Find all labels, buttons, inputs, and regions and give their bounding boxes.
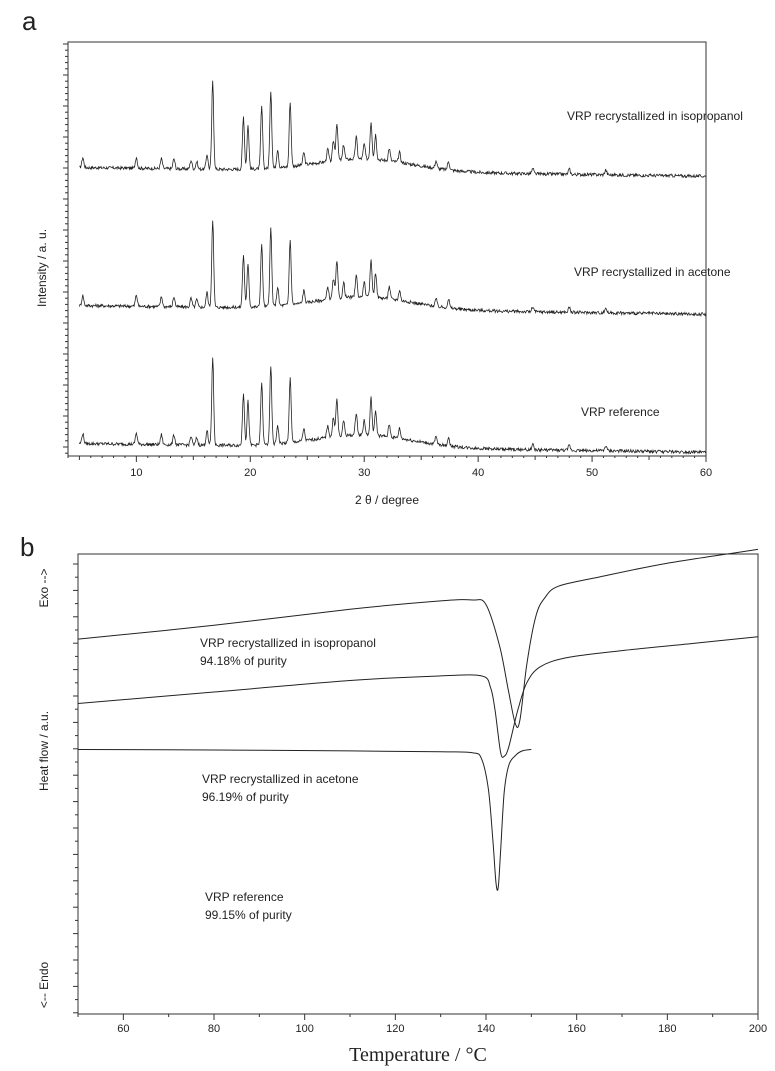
panel-a-letter: a: [22, 6, 37, 36]
panel-a-series-line: [79, 80, 707, 179]
panel-a-x-ticks: 10 20 30 40 50 60: [67, 456, 712, 479]
panel-a-y-axis-label: Intensity / a. u.: [35, 229, 49, 307]
panel-a-series-line: [79, 220, 707, 317]
panel-b-series-line: [77, 548, 759, 728]
panel-b-plot-frame: [77, 553, 759, 1015]
panel-b-label-isopropanol: VRP recrystallized in isopropanol: [200, 636, 376, 650]
panel-a: a 10 20 30 40 50 60 2 θ / degree Intensity / …: [22, 6, 743, 507]
panel-a-label-acetone: VRP recrystallized in acetone: [574, 265, 731, 279]
panel-b-x-tick-label: 160: [567, 1023, 585, 1035]
panel-a-label-isopropanol: VRP recrystallized in isopropanol: [567, 109, 743, 123]
panel-a-x-tick-label: 40: [472, 467, 484, 479]
panel-b-purity-acetone: 96.19% of purity: [202, 790, 289, 804]
panel-a-x-tick-label: 60: [700, 467, 712, 479]
panel-b-x-tick-label: 200: [749, 1023, 767, 1035]
panel-b-x-tick-label: 120: [386, 1023, 404, 1035]
panel-b-series-line: [77, 636, 759, 758]
panel-b-y-axis-label: Heat flow / a.u.: [37, 711, 51, 791]
panel-b-curves: [77, 548, 759, 891]
panel-a-curves: [79, 80, 707, 455]
panel-b-x-tick-label: 60: [117, 1023, 129, 1035]
panel-a-y-ticks: [63, 43, 68, 454]
panel-a-label-reference: VRP reference: [581, 405, 660, 419]
panel-b-x-tick-label: 140: [477, 1023, 495, 1035]
panel-a-x-tick-label: 30: [358, 467, 370, 479]
panel-b-letter: b: [20, 532, 34, 562]
panel-b-endo-label: <-- Endo: [37, 961, 51, 1008]
panel-b-x-axis-label: Temperature / °C: [349, 1044, 487, 1066]
panel-b-purity-reference: 99.15% of purity: [205, 908, 292, 922]
panel-b-label-reference: VRP reference: [205, 890, 284, 904]
panel-a-x-tick-label: 20: [244, 467, 256, 479]
panel-b: b 60 80 100 120 140 160 180 200 Temperature / °…: [20, 532, 767, 1066]
panel-b-purity-isopropanol: 94.18% of purity: [200, 654, 287, 668]
panel-b-label-acetone: VRP recrystallized in acetone: [202, 772, 359, 786]
panel-a-x-tick-label: 50: [586, 467, 598, 479]
panel-a-x-axis-label: 2 θ / degree: [355, 493, 419, 507]
panel-b-x-ticks: 60 80 100 120 140 160 180 200: [77, 1014, 767, 1035]
panel-b-x-tick-label: 100: [295, 1023, 313, 1035]
panel-a-plot-frame: [67, 41, 707, 457]
panel-b-x-tick-label: 80: [208, 1023, 220, 1035]
panel-a-x-tick-label: 10: [130, 467, 142, 479]
panel-b-y-ticks: [73, 563, 78, 1014]
panel-b-series-line: [77, 749, 532, 891]
panel-a-series-line: [79, 357, 707, 455]
panel-b-x-tick-label: 180: [658, 1023, 676, 1035]
panel-b-exo-label: Exo -->: [37, 568, 51, 607]
